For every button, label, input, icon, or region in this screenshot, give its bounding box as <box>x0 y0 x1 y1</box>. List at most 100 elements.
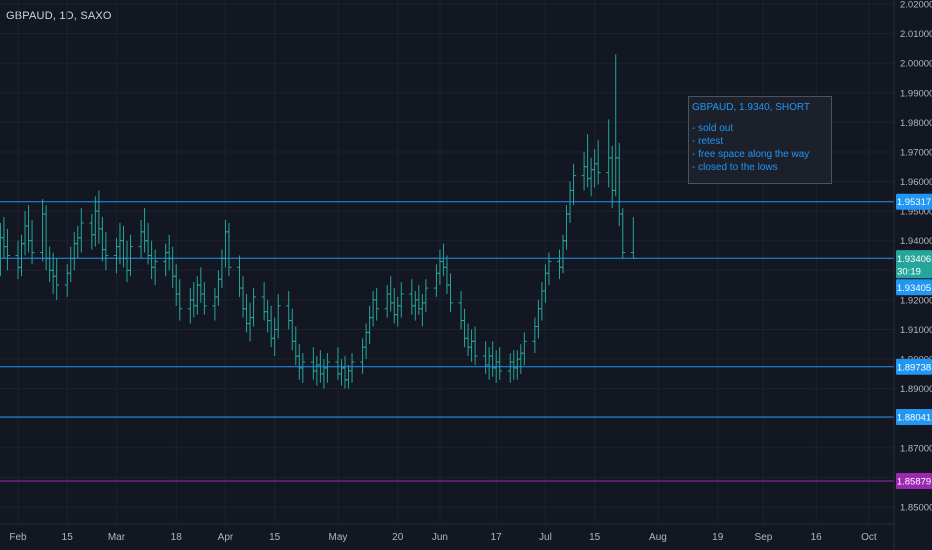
ohlc-bar <box>215 270 221 306</box>
ohlc-bar <box>275 293 281 339</box>
ohlc-bar <box>29 219 35 265</box>
ohlc-bar <box>335 347 341 380</box>
time-tick-label: Aug <box>649 532 667 543</box>
ohlc-bar <box>535 299 541 339</box>
time-axis[interactable]: Feb 15 Mar 18 Apr 15 May 20 Jun 17 Jul 15 Aug 19 Sep 16… <box>0 523 894 543</box>
time-tick-label: May <box>329 532 348 543</box>
ohlc-bar <box>1 217 7 259</box>
ohlc-bar <box>43 205 49 271</box>
ohlc-bar <box>469 329 475 363</box>
level-label-bg <box>896 472 932 489</box>
ohlc-bar <box>437 249 443 286</box>
ohlc-bar <box>609 146 615 209</box>
ohlc-bar <box>433 264 439 297</box>
ohlc-bar <box>458 291 464 330</box>
ohlc-bar <box>360 338 366 374</box>
price-tags: 1.95317 1.93406 1.89738 1.88041 1.85879 1.934… <box>896 193 932 489</box>
ohlc-bar <box>444 255 450 294</box>
ohlc-bar <box>539 282 545 321</box>
ohlc-bar <box>571 163 577 206</box>
ohlc-bar <box>120 225 126 268</box>
ohlc-bar <box>338 359 344 386</box>
ohlc-bar <box>149 240 155 280</box>
ohlc-bar <box>96 190 102 244</box>
time-tick-label: 15 <box>589 532 601 543</box>
ohlc-bar <box>483 341 489 374</box>
ohlc-bar <box>222 219 228 268</box>
note-title: GBPAUD, 1.9340, SHORT <box>692 102 811 113</box>
ohlc-bar <box>99 217 105 262</box>
ohlc-bar <box>486 347 492 380</box>
ohlc-bar <box>261 282 267 321</box>
time-tick-label: Mar <box>108 532 126 543</box>
time-tick-label: 15 <box>269 532 281 543</box>
ohlc-bar <box>324 353 330 383</box>
ohlc-bar <box>521 332 527 365</box>
ohlc-bar <box>462 308 468 348</box>
note-line: - closed to the lows <box>692 162 778 173</box>
time-tick-label: 19 <box>712 532 724 543</box>
price-tick-label: 1.97000 <box>900 147 932 158</box>
ohlc-bar <box>556 249 562 280</box>
ohlc-bar <box>265 299 271 333</box>
level-label-bg <box>896 358 932 375</box>
ohlc-bar <box>113 237 119 274</box>
ohlc-bar <box>546 252 552 286</box>
ohlc-bar <box>194 276 200 315</box>
ohlc-bar <box>142 208 148 253</box>
price-tick-label: 2.02000 <box>900 0 932 11</box>
current-price-tag <box>896 250 932 279</box>
note-line: - sold out <box>692 123 734 134</box>
level-label: 1.89738 <box>897 362 931 373</box>
ohlc-bar <box>166 234 172 271</box>
price-tick-label: 1.91000 <box>900 325 932 336</box>
ohlc-bar <box>64 264 70 297</box>
note-line: - free space along the way <box>692 149 810 160</box>
symbol-title: GBPAUD, 1D, SAXO <box>6 10 112 22</box>
last-price-tag <box>896 279 932 296</box>
ohlc-bar <box>581 151 587 191</box>
ohlc-bars <box>0 54 636 389</box>
ohlc-bar <box>212 288 218 321</box>
ohlc-bar <box>251 288 257 327</box>
ohlc-bar <box>514 350 520 380</box>
ohlc-bar <box>472 326 478 365</box>
ohlc-bar <box>388 276 394 312</box>
last-price-label: 1.93405 <box>897 283 931 294</box>
trade-idea-note[interactable]: GBPAUD, 1.9340, SHORT - sold out - retes… <box>688 96 832 184</box>
ohlc-bar <box>507 353 513 383</box>
ohlc-bar <box>22 211 28 256</box>
ohlc-bar <box>321 359 327 389</box>
ohlc-bar <box>314 356 320 386</box>
price-tick-label: 1.85000 <box>900 503 932 514</box>
ohlc-bar <box>367 305 373 345</box>
price-tick-label: 2.00000 <box>900 59 932 70</box>
ohlc-bar <box>374 288 380 321</box>
ohlc-bar <box>286 291 292 330</box>
ohlc-bar <box>0 222 3 277</box>
ohlc-bar <box>177 279 183 321</box>
ohlc-bar <box>391 288 397 324</box>
time-tick-label: 18 <box>171 532 183 543</box>
ohlc-bar <box>419 293 425 327</box>
ohlc-bar <box>346 364 352 389</box>
level-label: 1.85879 <box>897 476 931 487</box>
ohlc-bar <box>240 276 246 318</box>
price-tick-label: 1.95000 <box>900 207 932 218</box>
ohlc-bar <box>54 258 60 300</box>
ohlc-bar <box>68 246 74 283</box>
time-tick-label: Sep <box>755 532 773 543</box>
price-tick-label: 1.96000 <box>900 177 932 188</box>
time-tick-label: 15 <box>62 532 74 543</box>
time-tick-label: Feb <box>9 532 27 543</box>
ohlc-bar <box>384 285 390 318</box>
horizontal-levels[interactable] <box>0 201 894 482</box>
ohlc-bar <box>226 222 232 277</box>
ohlc-bar <box>447 273 453 312</box>
ohlc-bar <box>4 228 10 271</box>
ohlc-bar <box>187 288 193 324</box>
ohlc-bar <box>620 208 626 259</box>
price-tick-label: 2.01000 <box>900 29 932 40</box>
ohlc-bar <box>163 243 169 277</box>
